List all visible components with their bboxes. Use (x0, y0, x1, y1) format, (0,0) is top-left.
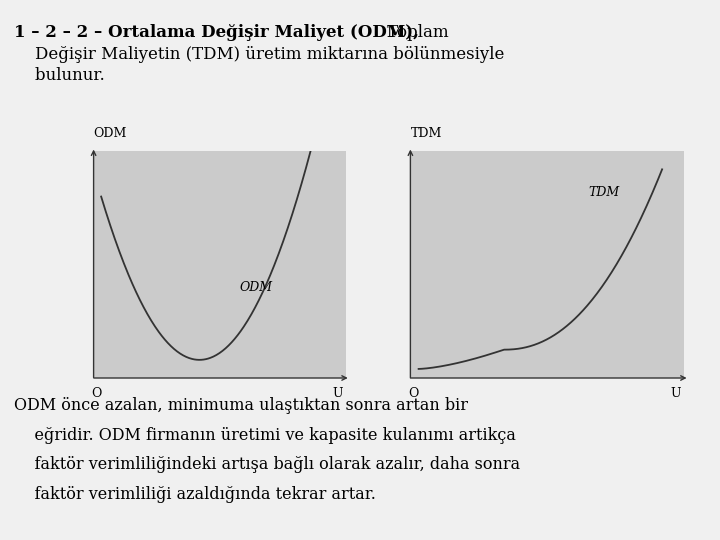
Text: ODM: ODM (240, 281, 273, 294)
Text: O: O (91, 387, 102, 400)
Text: U: U (670, 387, 681, 400)
Text: ODM: ODM (94, 127, 127, 140)
Text: faktör verimliliğindeki artışa bağlı olarak azalır, daha sonra: faktör verimliliğindeki artışa bağlı ola… (14, 456, 521, 473)
Text: ODM önce azalan, minimuma ulaştıktan sonra artan bir: ODM önce azalan, minimuma ulaştıktan son… (14, 397, 469, 414)
Text: TDM: TDM (410, 127, 442, 140)
Text: O: O (408, 387, 418, 400)
Text: U: U (333, 387, 343, 400)
Text: Değişir Maliyetin (TDM) üretim miktarına bölünmesiyle: Değişir Maliyetin (TDM) üretim miktarına… (14, 46, 505, 63)
Text: Toplam: Toplam (382, 24, 449, 41)
Text: 1 – 2 – 2 – Ortalama Değişir Maliyet (ODM),: 1 – 2 – 2 – Ortalama Değişir Maliyet (OD… (14, 24, 419, 41)
Text: faktör verimliliği azaldığında tekrar artar.: faktör verimliliği azaldığında tekrar ar… (14, 486, 377, 503)
Text: eğridir. ODM firmanın üretimi ve kapasite kulanımı artikça: eğridir. ODM firmanın üretimi ve kapasit… (14, 427, 516, 443)
Text: bulunur.: bulunur. (14, 68, 105, 84)
Text: TDM: TDM (588, 186, 619, 199)
